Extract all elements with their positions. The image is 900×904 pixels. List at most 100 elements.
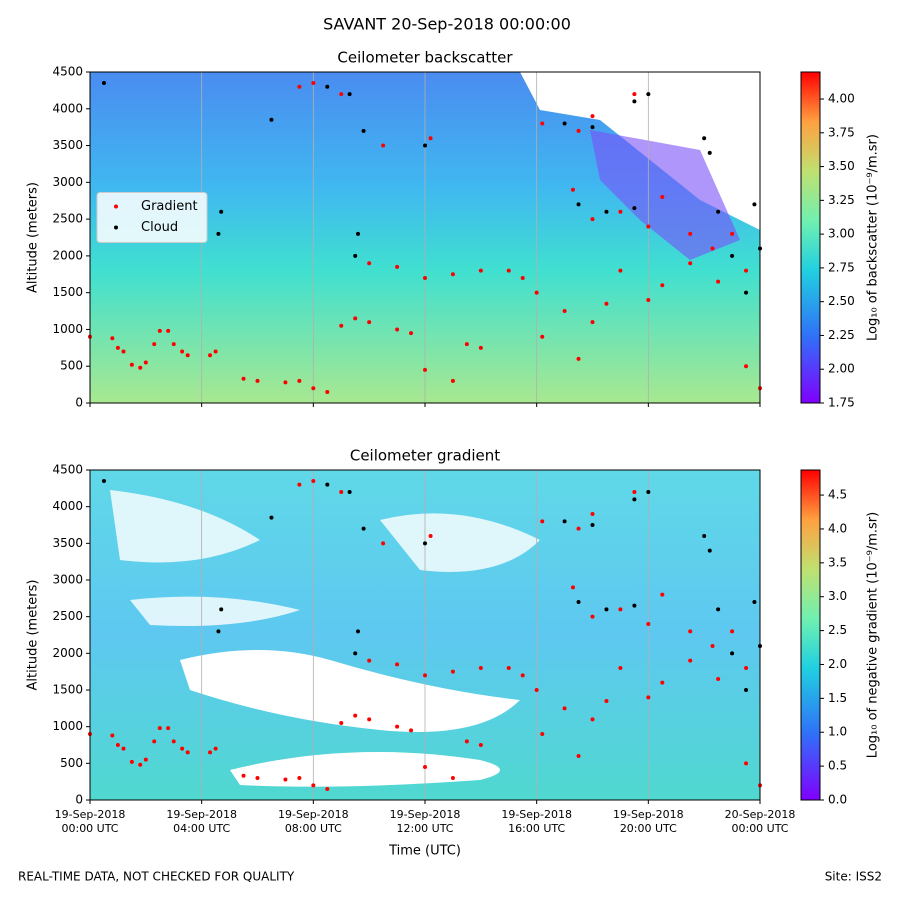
data-point <box>590 614 595 619</box>
data-point <box>604 301 609 306</box>
chart-title: Ceilometer gradient <box>350 447 500 465</box>
data-point <box>409 331 414 336</box>
data-point <box>171 739 176 744</box>
data-point <box>710 644 715 648</box>
data-point <box>710 246 715 251</box>
data-point <box>143 757 148 762</box>
x-tick-label: 16:00 UTC <box>508 822 565 835</box>
x-tick-label: 00:00 UTC <box>61 822 118 835</box>
data-point <box>576 600 581 604</box>
colorbar-label: Log₁₀ of backscatter (10⁻⁹/m.sr) <box>866 134 881 341</box>
y-tick-label: 3500 <box>52 138 83 152</box>
data-point <box>540 121 545 126</box>
data-point <box>478 666 483 670</box>
legend-box <box>96 192 208 243</box>
data-point <box>618 209 623 214</box>
data-point <box>129 759 134 764</box>
data-point <box>216 231 221 236</box>
data-point <box>395 662 400 667</box>
y-tick-label: 1500 <box>52 285 83 299</box>
data-point <box>744 688 749 692</box>
field-gap <box>130 596 300 626</box>
data-point <box>702 136 707 141</box>
data-point <box>730 253 735 258</box>
colorbar-tick-label: 2.5 <box>828 623 847 637</box>
data-point <box>707 548 712 553</box>
y-tick-label: 2000 <box>52 646 83 660</box>
data-point <box>540 732 545 736</box>
y-tick-label: 2500 <box>52 609 83 623</box>
data-point <box>478 345 483 350</box>
colorbar-tick-label: 2.00 <box>828 362 855 376</box>
y-axis-label: Altitude (meters) <box>26 580 41 691</box>
y-tick-label: 500 <box>60 359 83 373</box>
data-point <box>269 515 274 520</box>
colorbar-tick-label: 4.0 <box>828 521 847 535</box>
data-point <box>428 534 433 538</box>
data-point <box>570 187 575 192</box>
data-point <box>115 743 120 747</box>
data-point <box>646 92 651 97</box>
data-point <box>660 592 665 597</box>
x-tick-label: 00:00 UTC <box>731 822 788 835</box>
x-tick-label: 19-Sep-2018 <box>55 808 126 821</box>
data-point <box>590 125 595 130</box>
data-point <box>576 356 581 361</box>
legend-marker <box>114 225 118 230</box>
data-point <box>534 290 539 295</box>
y-tick-label: 1500 <box>52 683 83 697</box>
colorbar <box>801 470 820 800</box>
data-point <box>730 629 735 634</box>
data-point <box>353 253 358 258</box>
x-tick-label: 19-Sep-2018 <box>166 808 237 821</box>
data-point <box>464 739 469 744</box>
data-point <box>688 231 693 236</box>
field-gap <box>380 513 540 572</box>
data-point <box>576 128 581 133</box>
y-tick-label: 4500 <box>52 65 83 79</box>
data-point <box>152 739 157 744</box>
data-point <box>138 762 143 767</box>
data-point <box>353 316 358 321</box>
data-point <box>423 541 427 546</box>
data-point <box>356 629 360 634</box>
colorbar-tick-label: 1.5 <box>828 691 847 705</box>
data-point <box>339 323 344 328</box>
data-point <box>367 717 372 722</box>
data-point <box>339 490 344 494</box>
data-point <box>562 121 567 126</box>
data-point <box>506 666 511 670</box>
x-tick-label: 12:00 UTC <box>396 822 453 835</box>
y-axis-label: Altitude (meters) <box>26 182 41 293</box>
colorbar-tick-label: 2.0 <box>828 657 847 671</box>
data-point <box>339 721 344 725</box>
data-point <box>185 353 190 358</box>
colorbar-tick-label: 1.0 <box>828 725 847 739</box>
data-point <box>241 376 246 381</box>
colorbar-frame <box>800 71 821 404</box>
data-point <box>632 490 637 494</box>
data-point <box>688 658 693 663</box>
data-point <box>478 268 483 273</box>
colorbar-tick-label: 2.25 <box>828 328 855 342</box>
x-tick-label: 08:00 UTC <box>285 822 342 835</box>
colorbar-tick-label: 0.5 <box>828 759 847 773</box>
data-point <box>604 607 609 612</box>
data-point <box>395 327 400 332</box>
data-point <box>632 603 637 608</box>
data-point <box>311 386 316 391</box>
y-tick-label: 2500 <box>52 212 83 226</box>
data-point <box>646 695 651 700</box>
data-point <box>152 342 157 347</box>
data-point <box>409 728 414 733</box>
colorbar-label: Log₁₀ of negative gradient (10⁻⁹/m.sr) <box>866 512 881 758</box>
colorbar-tick-label: 0.0 <box>828 793 847 807</box>
x-tick-label: 20:00 UTC <box>620 822 677 835</box>
data-point <box>744 364 749 369</box>
field-gap <box>180 650 520 732</box>
data-point <box>129 362 134 367</box>
colorbar <box>801 72 820 403</box>
legend-label: Gradient <box>141 199 198 214</box>
y-tick-label: 1000 <box>52 322 83 336</box>
data-point <box>660 195 665 200</box>
